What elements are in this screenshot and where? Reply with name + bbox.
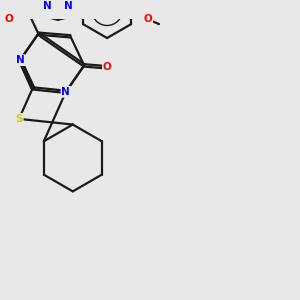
Text: N: N [64,1,73,10]
Text: N: N [16,55,24,65]
Text: O: O [143,14,152,25]
Text: O: O [4,14,13,24]
Text: S: S [15,114,23,124]
Text: O: O [103,62,112,72]
Text: N: N [61,87,70,97]
Text: N: N [43,1,52,10]
